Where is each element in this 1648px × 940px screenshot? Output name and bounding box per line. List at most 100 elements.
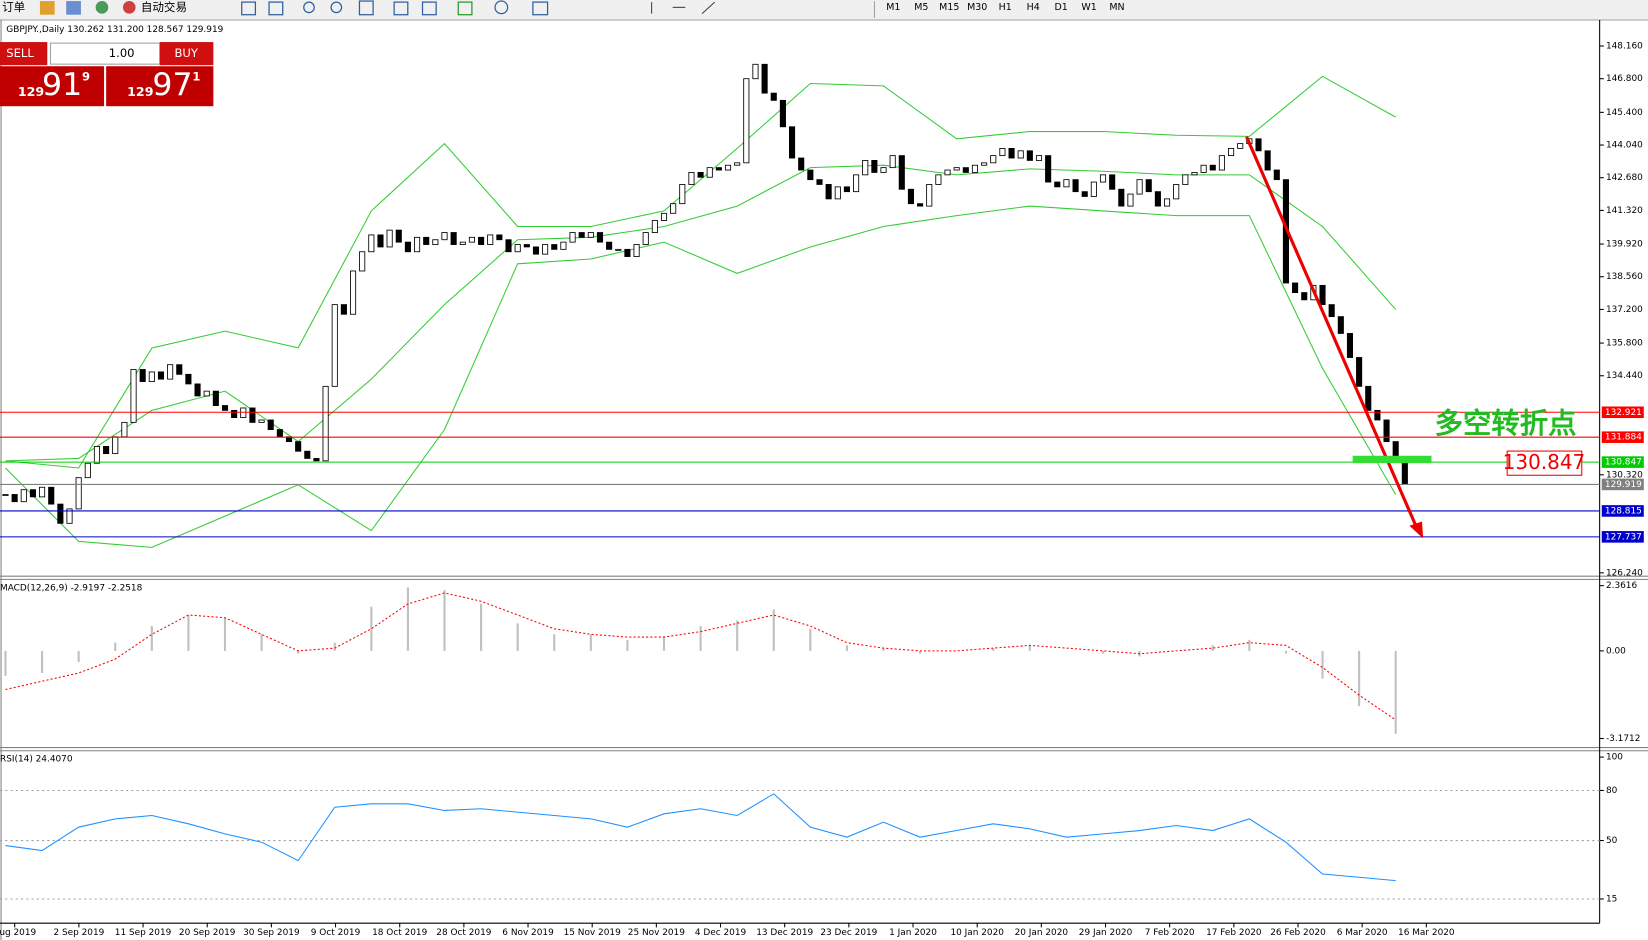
x-tick-label: 1 Jan 2020 — [889, 928, 937, 938]
candle — [368, 234, 375, 253]
y-tick-label: 134.440 — [1606, 371, 1643, 381]
lot-input[interactable] — [49, 42, 161, 65]
macd-bar — [260, 634, 263, 651]
y-tick-label: 144.040 — [1606, 141, 1643, 151]
candle — [660, 212, 668, 221]
candle — [468, 236, 475, 243]
candle — [642, 232, 649, 245]
icon[interactable] — [66, 1, 81, 15]
candle — [898, 155, 905, 190]
y-tick-label: -3.1712 — [1606, 734, 1640, 744]
candle — [834, 186, 841, 200]
icon[interactable] — [421, 1, 437, 16]
candle — [816, 179, 823, 185]
candle — [93, 445, 100, 464]
candle — [276, 429, 283, 438]
candle — [1273, 169, 1280, 181]
x-tick-label: 16 Mar 2020 — [1398, 928, 1455, 938]
sell-button[interactable] — [0, 42, 48, 66]
buy-label[interactable]: BUY — [174, 46, 198, 60]
price-level-tag — [1601, 456, 1644, 468]
price-level-label: 131.884 — [1605, 433, 1642, 443]
ask-big[interactable]: 129 — [127, 84, 153, 99]
candle — [1081, 191, 1088, 197]
candle — [167, 364, 174, 380]
icon[interactable] — [122, 1, 136, 14]
bid-main[interactable]: 91 — [42, 67, 82, 103]
candle — [359, 251, 366, 272]
candle — [432, 239, 439, 245]
x-tick-label: 6 Nov 2019 — [502, 928, 554, 938]
icon[interactable] — [39, 1, 55, 15]
sell-label[interactable]: SELL — [6, 46, 34, 60]
bollinger-middle — [5, 164, 1397, 462]
candle — [514, 244, 521, 253]
bollinger-lower — [5, 205, 1397, 548]
order-button[interactable]: 订单 — [2, 0, 25, 14]
ask-box[interactable] — [106, 66, 214, 107]
candle — [304, 450, 311, 459]
candle — [1118, 188, 1125, 207]
icon[interactable] — [494, 0, 509, 15]
zoom-in[interactable] — [303, 1, 315, 14]
period-button[interactable]: H4 — [1027, 2, 1040, 13]
candle — [377, 234, 384, 248]
x-tick-label: 23 Dec 2019 — [820, 928, 877, 938]
x-tick-label: 2 Sep 2019 — [53, 928, 104, 938]
period-button[interactable]: M1 — [886, 2, 900, 13]
period-button[interactable]: H1 — [999, 2, 1012, 13]
icon[interactable] — [95, 1, 109, 14]
lot-value[interactable]: 1.00 — [109, 46, 135, 60]
indicator-title: MACD(12,26,9) -2.9197 -2.2518 — [0, 583, 143, 593]
macd-signal — [5, 592, 1396, 721]
candle — [917, 203, 924, 207]
auto-trade-button[interactable]: 自动交易 — [141, 0, 187, 14]
macd-bar — [1248, 639, 1251, 651]
icon[interactable] — [241, 1, 257, 16]
macd-bar — [333, 642, 336, 651]
period-button[interactable]: D1 — [1054, 2, 1067, 13]
period-button[interactable]: M15 — [939, 2, 959, 13]
icon[interactable] — [532, 1, 549, 16]
y-tick-label: 146.800 — [1606, 74, 1643, 84]
rsi-line — [5, 793, 1396, 882]
period-button[interactable]: M5 — [914, 2, 928, 13]
price-level-tag — [1601, 406, 1644, 419]
candle — [121, 421, 128, 438]
tool-trendline[interactable] — [701, 1, 716, 15]
icon[interactable] — [457, 1, 473, 16]
macd-bar — [553, 634, 556, 651]
candle — [39, 486, 46, 498]
candle — [853, 174, 860, 193]
candle — [221, 405, 229, 411]
bid-big[interactable]: 129 — [18, 84, 44, 99]
ask-small[interactable]: 1 — [192, 69, 200, 83]
candle — [203, 390, 210, 397]
bid-small[interactable]: 9 — [82, 69, 90, 83]
icon[interactable] — [393, 1, 409, 16]
candle — [258, 419, 265, 423]
candle — [798, 157, 805, 171]
candle — [1045, 155, 1052, 183]
ask-main[interactable]: 97 — [152, 67, 192, 103]
y-tick-label: 148.160 — [1606, 42, 1643, 52]
bid-box[interactable] — [0, 66, 105, 107]
period-button[interactable]: MN — [1109, 2, 1124, 13]
candle — [944, 169, 951, 176]
candle — [148, 371, 155, 382]
candle — [313, 458, 320, 462]
macd-bar — [809, 628, 812, 651]
candle — [349, 270, 357, 315]
candle — [103, 445, 110, 455]
macd-bar — [1321, 650, 1324, 679]
period-button[interactable]: W1 — [1081, 2, 1096, 13]
macd-bar — [662, 637, 666, 651]
buy-button[interactable] — [159, 42, 214, 66]
period-button[interactable]: M30 — [967, 2, 987, 13]
zoom-out[interactable] — [330, 1, 343, 14]
icon[interactable] — [358, 0, 374, 16]
candle — [587, 232, 594, 238]
candle — [84, 462, 91, 479]
icon[interactable] — [268, 1, 284, 16]
x-tick-label: 20 Sep 2019 — [179, 928, 236, 938]
